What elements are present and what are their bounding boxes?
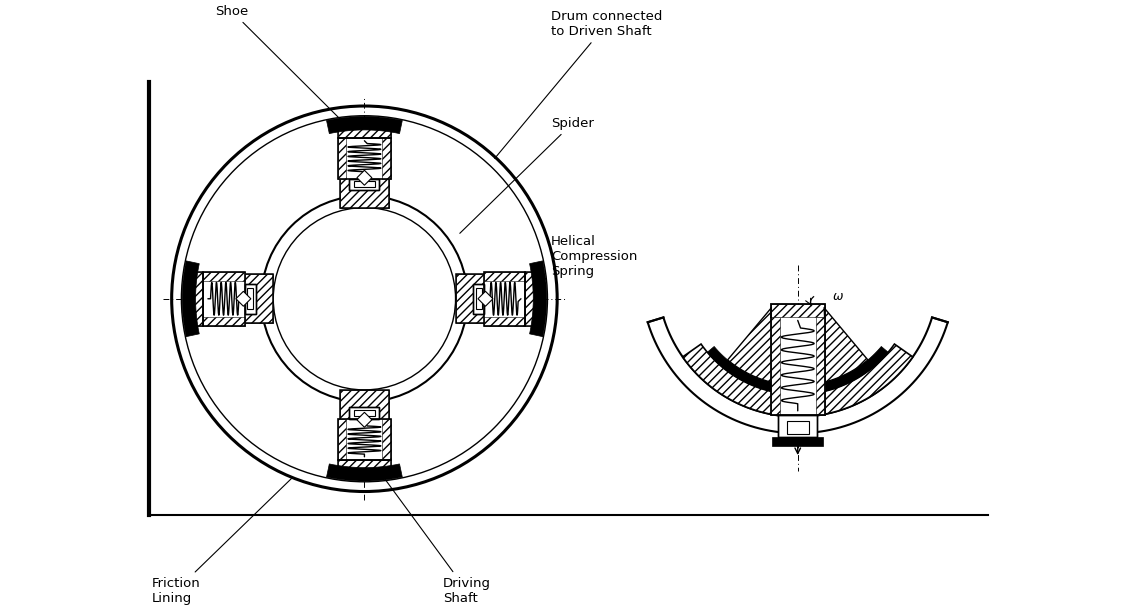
Bar xyxy=(339,390,390,474)
Bar xyxy=(337,127,392,138)
Bar xyxy=(189,274,273,323)
Bar xyxy=(337,418,392,460)
Text: Drum connected
to Driven Shaft: Drum connected to Driven Shaft xyxy=(494,10,663,158)
Bar xyxy=(816,317,825,415)
Polygon shape xyxy=(236,291,251,306)
Polygon shape xyxy=(648,317,948,433)
Wedge shape xyxy=(327,464,402,481)
Bar xyxy=(350,407,379,418)
Bar xyxy=(484,272,525,281)
Bar xyxy=(787,421,809,434)
Circle shape xyxy=(172,106,557,491)
Text: Shoe: Shoe xyxy=(215,5,341,119)
Bar xyxy=(350,179,379,190)
Bar xyxy=(247,288,253,309)
Bar xyxy=(456,274,540,323)
Bar xyxy=(350,407,379,418)
Bar xyxy=(204,272,245,326)
Bar xyxy=(473,284,484,314)
Bar xyxy=(337,460,392,471)
Bar xyxy=(525,272,536,326)
Bar xyxy=(354,410,375,417)
Bar xyxy=(204,317,245,326)
Bar xyxy=(476,288,482,309)
Text: Helical
Compression
Spring: Helical Compression Spring xyxy=(480,235,638,309)
Bar xyxy=(337,460,392,471)
Text: Driving
Shaft: Driving Shaft xyxy=(385,479,491,605)
Bar xyxy=(484,272,525,326)
Polygon shape xyxy=(478,291,493,306)
Bar xyxy=(192,272,204,326)
Polygon shape xyxy=(707,347,888,395)
Polygon shape xyxy=(357,412,372,428)
Bar xyxy=(771,304,825,317)
Bar xyxy=(350,179,379,190)
Bar xyxy=(778,415,817,437)
Polygon shape xyxy=(357,171,372,185)
Bar xyxy=(245,284,256,314)
Bar xyxy=(771,317,780,415)
Bar xyxy=(337,138,392,179)
Bar xyxy=(337,138,392,179)
Bar xyxy=(771,317,825,415)
Bar xyxy=(245,284,256,314)
Bar xyxy=(339,390,390,474)
Bar xyxy=(383,418,392,460)
Circle shape xyxy=(261,195,467,402)
Polygon shape xyxy=(728,308,797,385)
Polygon shape xyxy=(797,308,868,385)
Bar xyxy=(383,138,392,179)
Bar xyxy=(204,272,245,281)
Bar xyxy=(204,272,245,326)
Bar xyxy=(337,138,346,179)
Text: Spider: Spider xyxy=(460,117,595,233)
Bar xyxy=(772,437,823,446)
Bar xyxy=(778,415,817,437)
Polygon shape xyxy=(682,344,912,417)
Bar xyxy=(354,181,375,187)
Bar xyxy=(189,274,273,323)
Bar xyxy=(473,284,484,314)
Bar xyxy=(337,418,346,460)
Bar xyxy=(484,272,525,326)
Bar xyxy=(339,123,390,208)
Bar xyxy=(192,272,204,326)
Wedge shape xyxy=(327,116,402,133)
Bar xyxy=(339,123,390,208)
Bar xyxy=(456,274,540,323)
Bar xyxy=(525,272,536,326)
Wedge shape xyxy=(530,261,547,337)
Bar xyxy=(337,418,392,460)
Text: Friction
Lining: Friction Lining xyxy=(151,479,292,605)
Bar xyxy=(484,317,525,326)
Text: ω: ω xyxy=(833,290,843,303)
Bar xyxy=(337,127,392,138)
Bar xyxy=(771,304,825,415)
Wedge shape xyxy=(182,261,199,337)
